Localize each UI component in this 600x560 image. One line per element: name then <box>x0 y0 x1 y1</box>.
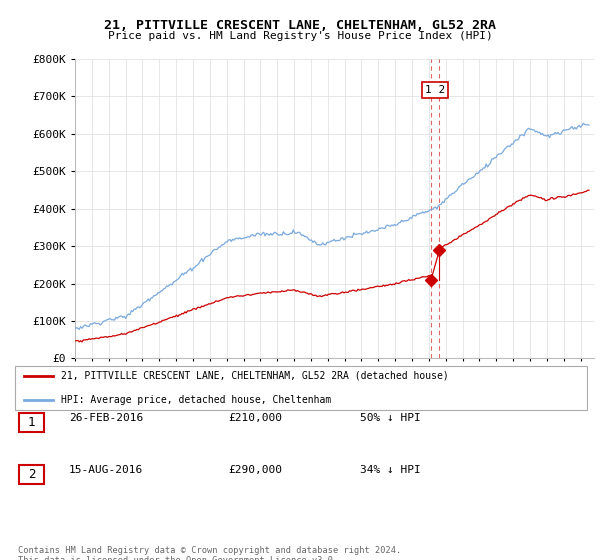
FancyBboxPatch shape <box>15 366 587 410</box>
Text: 34% ↓ HPI: 34% ↓ HPI <box>360 465 421 475</box>
Text: HPI: Average price, detached house, Cheltenham: HPI: Average price, detached house, Chel… <box>61 395 331 405</box>
Text: £210,000: £210,000 <box>228 413 282 423</box>
Text: £290,000: £290,000 <box>228 465 282 475</box>
Text: 1 2: 1 2 <box>425 85 445 95</box>
Text: Contains HM Land Registry data © Crown copyright and database right 2024.
This d: Contains HM Land Registry data © Crown c… <box>18 546 401 560</box>
Text: 2: 2 <box>28 468 35 481</box>
Text: 26-FEB-2016: 26-FEB-2016 <box>69 413 143 423</box>
Text: 50% ↓ HPI: 50% ↓ HPI <box>360 413 421 423</box>
FancyBboxPatch shape <box>19 413 44 432</box>
Text: 15-AUG-2016: 15-AUG-2016 <box>69 465 143 475</box>
FancyBboxPatch shape <box>19 465 44 484</box>
Text: 21, PITTVILLE CRESCENT LANE, CHELTENHAM, GL52 2RA: 21, PITTVILLE CRESCENT LANE, CHELTENHAM,… <box>104 19 496 32</box>
Text: 21, PITTVILLE CRESCENT LANE, CHELTENHAM, GL52 2RA (detached house): 21, PITTVILLE CRESCENT LANE, CHELTENHAM,… <box>61 371 449 381</box>
Text: 1: 1 <box>28 416 35 429</box>
Text: Price paid vs. HM Land Registry's House Price Index (HPI): Price paid vs. HM Land Registry's House … <box>107 31 493 41</box>
